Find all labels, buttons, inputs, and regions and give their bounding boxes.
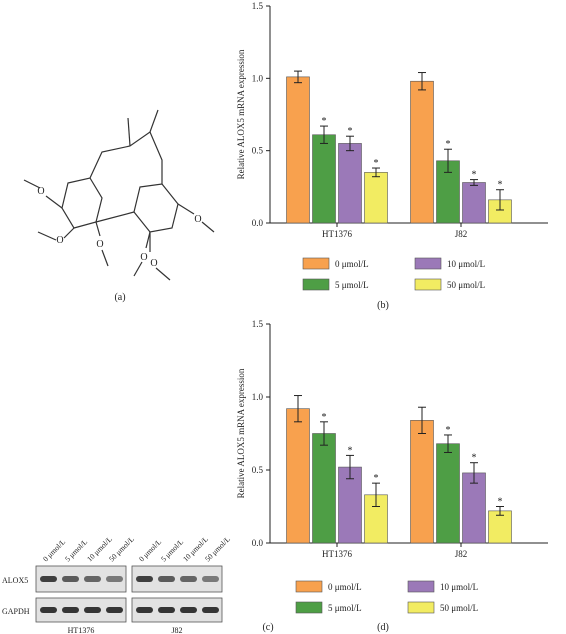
legend-label: 0 μmol/L xyxy=(335,259,369,269)
x-tick-label: HT1376 xyxy=(322,549,352,559)
y-tick-label: 0.0 xyxy=(252,538,264,548)
blot-lane-label: 0 μmol/L xyxy=(137,537,163,563)
bar xyxy=(286,76,310,224)
legend-label: 10 μmol/L xyxy=(440,582,478,592)
legend-label: 50 μmol/L xyxy=(447,280,485,290)
legend-swatch xyxy=(295,601,323,614)
x-tick-label: J82 xyxy=(455,549,468,559)
significance-marker: * xyxy=(322,116,327,127)
blot-band xyxy=(40,607,57,613)
bar xyxy=(462,182,486,224)
bar xyxy=(312,433,336,544)
x-tick-label: J82 xyxy=(455,229,468,239)
oxygen-label: O xyxy=(194,214,201,225)
panel-label-d: (d) xyxy=(377,622,389,633)
significance-marker: * xyxy=(446,425,451,436)
y-tick-label: 1.5 xyxy=(252,1,264,11)
legend-swatch xyxy=(295,580,323,593)
legend-swatch xyxy=(407,601,435,614)
blot-band xyxy=(202,576,219,582)
blot-band xyxy=(136,607,153,613)
blot-band xyxy=(106,576,123,582)
blot-band xyxy=(180,607,197,613)
bar xyxy=(410,420,434,544)
x-tick-label: HT1376 xyxy=(322,229,352,239)
legend-swatch xyxy=(302,257,330,270)
legend-label: 10 μmol/L xyxy=(447,259,485,269)
bar xyxy=(364,172,388,224)
legend-swatch xyxy=(414,278,442,291)
methoxy-labels: O O O O O O xyxy=(37,186,201,269)
significance-marker: * xyxy=(348,126,353,137)
legend-label: 5 μmol/L xyxy=(328,603,362,613)
significance-marker: * xyxy=(348,445,353,456)
bar xyxy=(312,134,336,224)
legend-label: 50 μmol/L xyxy=(440,603,478,613)
blot-lane-label: 0 μmol/L xyxy=(41,537,67,563)
blot-band xyxy=(84,607,101,613)
legend-swatch xyxy=(407,580,435,593)
oxygen-label: O xyxy=(56,235,63,246)
y-tick-label: 1.5 xyxy=(252,319,264,329)
legend-swatch xyxy=(302,278,330,291)
significance-marker: * xyxy=(498,497,503,508)
y-axis-label: Relative ALOX5 mRNA expression xyxy=(236,49,246,179)
blot-band xyxy=(158,607,175,613)
blot-band xyxy=(84,576,101,582)
blot-lane-label: 5 μmol/L xyxy=(159,537,185,563)
oxygen-label: O xyxy=(140,252,147,263)
y-tick-label: 0.5 xyxy=(252,146,264,156)
significance-marker: * xyxy=(374,473,379,484)
panel-label-b: (b) xyxy=(377,300,389,311)
blot-band xyxy=(180,576,197,582)
blot-row-label: GAPDH xyxy=(2,607,30,616)
legend-swatch xyxy=(414,257,442,270)
legend-label: 0 μmol/L xyxy=(328,582,362,592)
blot-row-label: ALOX5 xyxy=(2,576,28,585)
significance-marker: * xyxy=(498,180,503,191)
oxygen-label: O xyxy=(150,258,157,269)
bar-chart-b: 0.0 0.5 1.0 1.5 Relative ALOX5 mRNA expressi… xyxy=(236,1,548,291)
significance-marker: * xyxy=(374,158,379,169)
blot-band xyxy=(40,576,57,582)
panel-label-c: (c) xyxy=(262,622,273,633)
significance-marker: * xyxy=(472,453,477,464)
blot-group-label: J82 xyxy=(171,626,182,634)
blot-group-label: HT1376 xyxy=(68,626,95,634)
blot-band xyxy=(136,576,153,582)
y-tick-label: 0.5 xyxy=(252,465,264,475)
oxygen-label: O xyxy=(37,186,44,197)
panel-label-a: (a) xyxy=(114,292,125,303)
bar xyxy=(436,443,460,544)
bar xyxy=(410,80,434,224)
significance-marker: * xyxy=(322,412,327,423)
significance-marker: * xyxy=(472,170,477,181)
molecule-structure xyxy=(23,109,215,281)
blot-band xyxy=(106,607,123,613)
blot-band xyxy=(202,607,219,613)
blot-band xyxy=(62,607,79,613)
significance-marker: * xyxy=(446,139,451,150)
western-blot: 0 μmol/L 5 μmol/L 10 μmol/L 50 μmol/L 0 … xyxy=(2,534,232,634)
blot-lane-label: 5 μmol/L xyxy=(63,537,89,563)
y-tick-label: 1.0 xyxy=(252,392,264,402)
bar xyxy=(286,408,310,544)
oxygen-label: O xyxy=(96,239,103,250)
y-tick-label: 0.0 xyxy=(252,218,264,228)
blot-band xyxy=(62,576,79,582)
blot-band xyxy=(158,576,175,582)
legend-label: 5 μmol/L xyxy=(335,280,369,290)
y-tick-label: 1.0 xyxy=(252,73,264,83)
bar xyxy=(338,143,362,224)
y-axis-label: Relative ALOX5 mRNA expression xyxy=(236,368,246,498)
bar-chart-d: 0.0 0.5 1.0 1.5 Relative ALOX5 mRNA expressi… xyxy=(236,319,548,614)
